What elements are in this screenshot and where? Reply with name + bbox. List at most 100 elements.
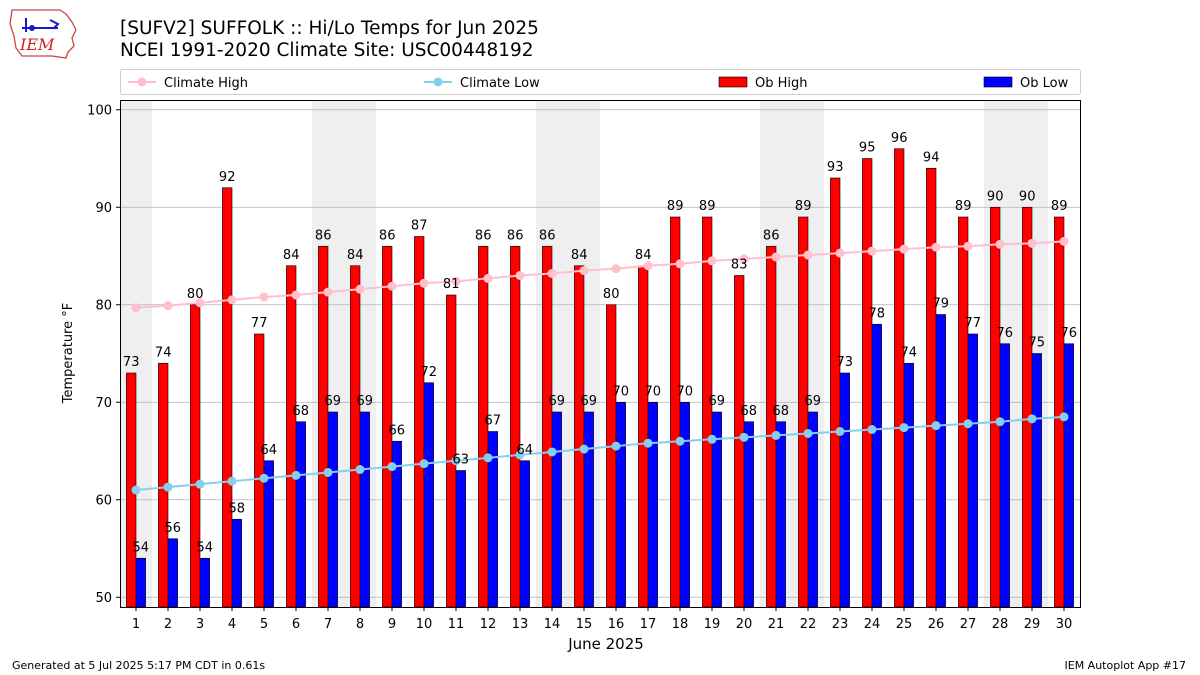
climate-low-point: [259, 473, 269, 483]
chart-title: [SUFV2] SUFFOLK :: Hi/Lo Temps for Jun 2…: [120, 18, 539, 39]
climate-high-point: [1027, 238, 1037, 248]
x-tick-label: 29: [1024, 617, 1041, 632]
y-axis-label: Temperature °F: [61, 303, 76, 404]
ob-low-bar-label: 79: [933, 297, 950, 312]
climate-high-point: [483, 273, 493, 283]
ob-high-bar: [1054, 216, 1065, 608]
ob-low-bar-label: 70: [645, 384, 662, 399]
climate-high-point: [899, 244, 909, 254]
ob-high-bar-label: 89: [955, 199, 972, 214]
ob-high-bar-label: 95: [859, 141, 876, 156]
x-tick-label: 24: [864, 617, 881, 632]
climate-high-point: [227, 295, 237, 305]
ob-low-bar-label: 69: [709, 394, 726, 409]
ob-high-bar-label: 89: [1051, 199, 1068, 214]
climate-low-point: [611, 441, 621, 451]
ob-low-bar-label: 56: [165, 521, 182, 536]
ob-low-bar-label: 76: [997, 326, 1014, 341]
ob-high-bar: [702, 216, 713, 608]
ob-low-bar: [231, 518, 242, 608]
ob-high-bar: [286, 265, 297, 608]
legend-label: Climate High: [164, 76, 248, 91]
climate-low-point: [675, 436, 685, 446]
ob-low-bar: [999, 343, 1010, 608]
ob-high-bar: [574, 265, 585, 608]
ob-high-bar: [926, 167, 937, 608]
ob-low-bar: [295, 421, 306, 608]
ob-high-bar-label: 81: [443, 277, 460, 292]
ob-high-bar-label: 89: [795, 199, 812, 214]
climate-high-point: [803, 250, 813, 260]
x-tick-label: 3: [196, 617, 204, 632]
y-tick-label: 100: [87, 103, 112, 118]
climate-low-point: [515, 450, 525, 460]
gridlines: [120, 109, 1080, 598]
ob-high-bar-label: 86: [475, 228, 492, 243]
ob-high-bar-label: 80: [603, 287, 620, 302]
climate-high-point: [611, 264, 621, 274]
climate-high-point: [707, 256, 717, 266]
climate-low-point: [899, 423, 909, 433]
ob-high-bar: [638, 265, 649, 608]
ob-low-bar: [583, 411, 594, 608]
ob-high-bar: [414, 236, 425, 608]
x-tick-label: 6: [292, 617, 300, 632]
ob-high-bar: [542, 245, 553, 608]
ob-high-bar-label: 84: [571, 248, 588, 263]
climate-low-point: [323, 467, 333, 477]
ob-high-bar: [766, 245, 777, 608]
ob-low-bar: [455, 470, 466, 608]
ob-low-bar: [519, 460, 530, 608]
ob-low-bar: [167, 538, 178, 608]
ob-low-bar: [647, 401, 658, 608]
climate-high-point: [995, 239, 1005, 249]
ob-high-bar: [606, 304, 617, 608]
x-tick-label: 27: [960, 617, 977, 632]
ob-low-bar-label: 75: [1029, 336, 1046, 351]
climate-low-point: [355, 465, 365, 475]
climate-high-point: [355, 284, 365, 294]
climate-low-point: [1027, 414, 1037, 424]
ob-high-bar-label: 86: [539, 228, 556, 243]
logo-text: IEM: [19, 35, 55, 54]
ob-low-bar: [327, 411, 338, 608]
ob-low-bar: [807, 411, 818, 608]
legend-label: Ob High: [755, 76, 808, 91]
legend-swatch: [718, 76, 748, 88]
climate-high-point: [451, 276, 461, 286]
ob-low-bar-label: 72: [421, 365, 438, 380]
ob-low-bar: [935, 314, 946, 608]
ob-high-bar-label: 92: [219, 170, 236, 185]
x-tick-label: 13: [512, 617, 529, 632]
climate-low-point: [579, 444, 589, 454]
ob-high-bar-label: 90: [1019, 189, 1036, 204]
x-tick-label: 18: [672, 617, 689, 632]
climate-high-point: [1059, 236, 1069, 246]
ob-low-bar-label: 76: [1061, 326, 1078, 341]
x-tick-label: 14: [544, 617, 561, 632]
climate-high-point: [963, 241, 973, 251]
climate-low-point: [419, 459, 429, 469]
climate-low-point: [643, 438, 653, 448]
ob-low-bar-label: 54: [133, 540, 150, 555]
ob-high-bar: [798, 216, 809, 608]
climate-low-point: [227, 476, 237, 486]
ob-high-bar-label: 96: [891, 131, 908, 146]
climate-high-point: [291, 290, 301, 300]
climate-high-line: [135, 240, 1065, 309]
x-tick-label: 7: [324, 617, 332, 632]
bars: [126, 148, 1074, 608]
ob-high-bar-label: 87: [411, 219, 428, 234]
climate-low-point: [451, 456, 461, 466]
climate-high-point: [163, 301, 173, 311]
climate-low-point: [131, 485, 141, 495]
climate-high-point: [579, 266, 589, 276]
ob-low-bar: [743, 421, 754, 608]
ob-low-bar-label: 69: [581, 394, 598, 409]
ob-low-bar: [903, 362, 914, 608]
ob-high-bar: [350, 265, 361, 608]
ob-high-bar-label: 86: [507, 228, 524, 243]
ob-high-bar: [1022, 206, 1033, 608]
climate-low-point: [163, 482, 173, 492]
